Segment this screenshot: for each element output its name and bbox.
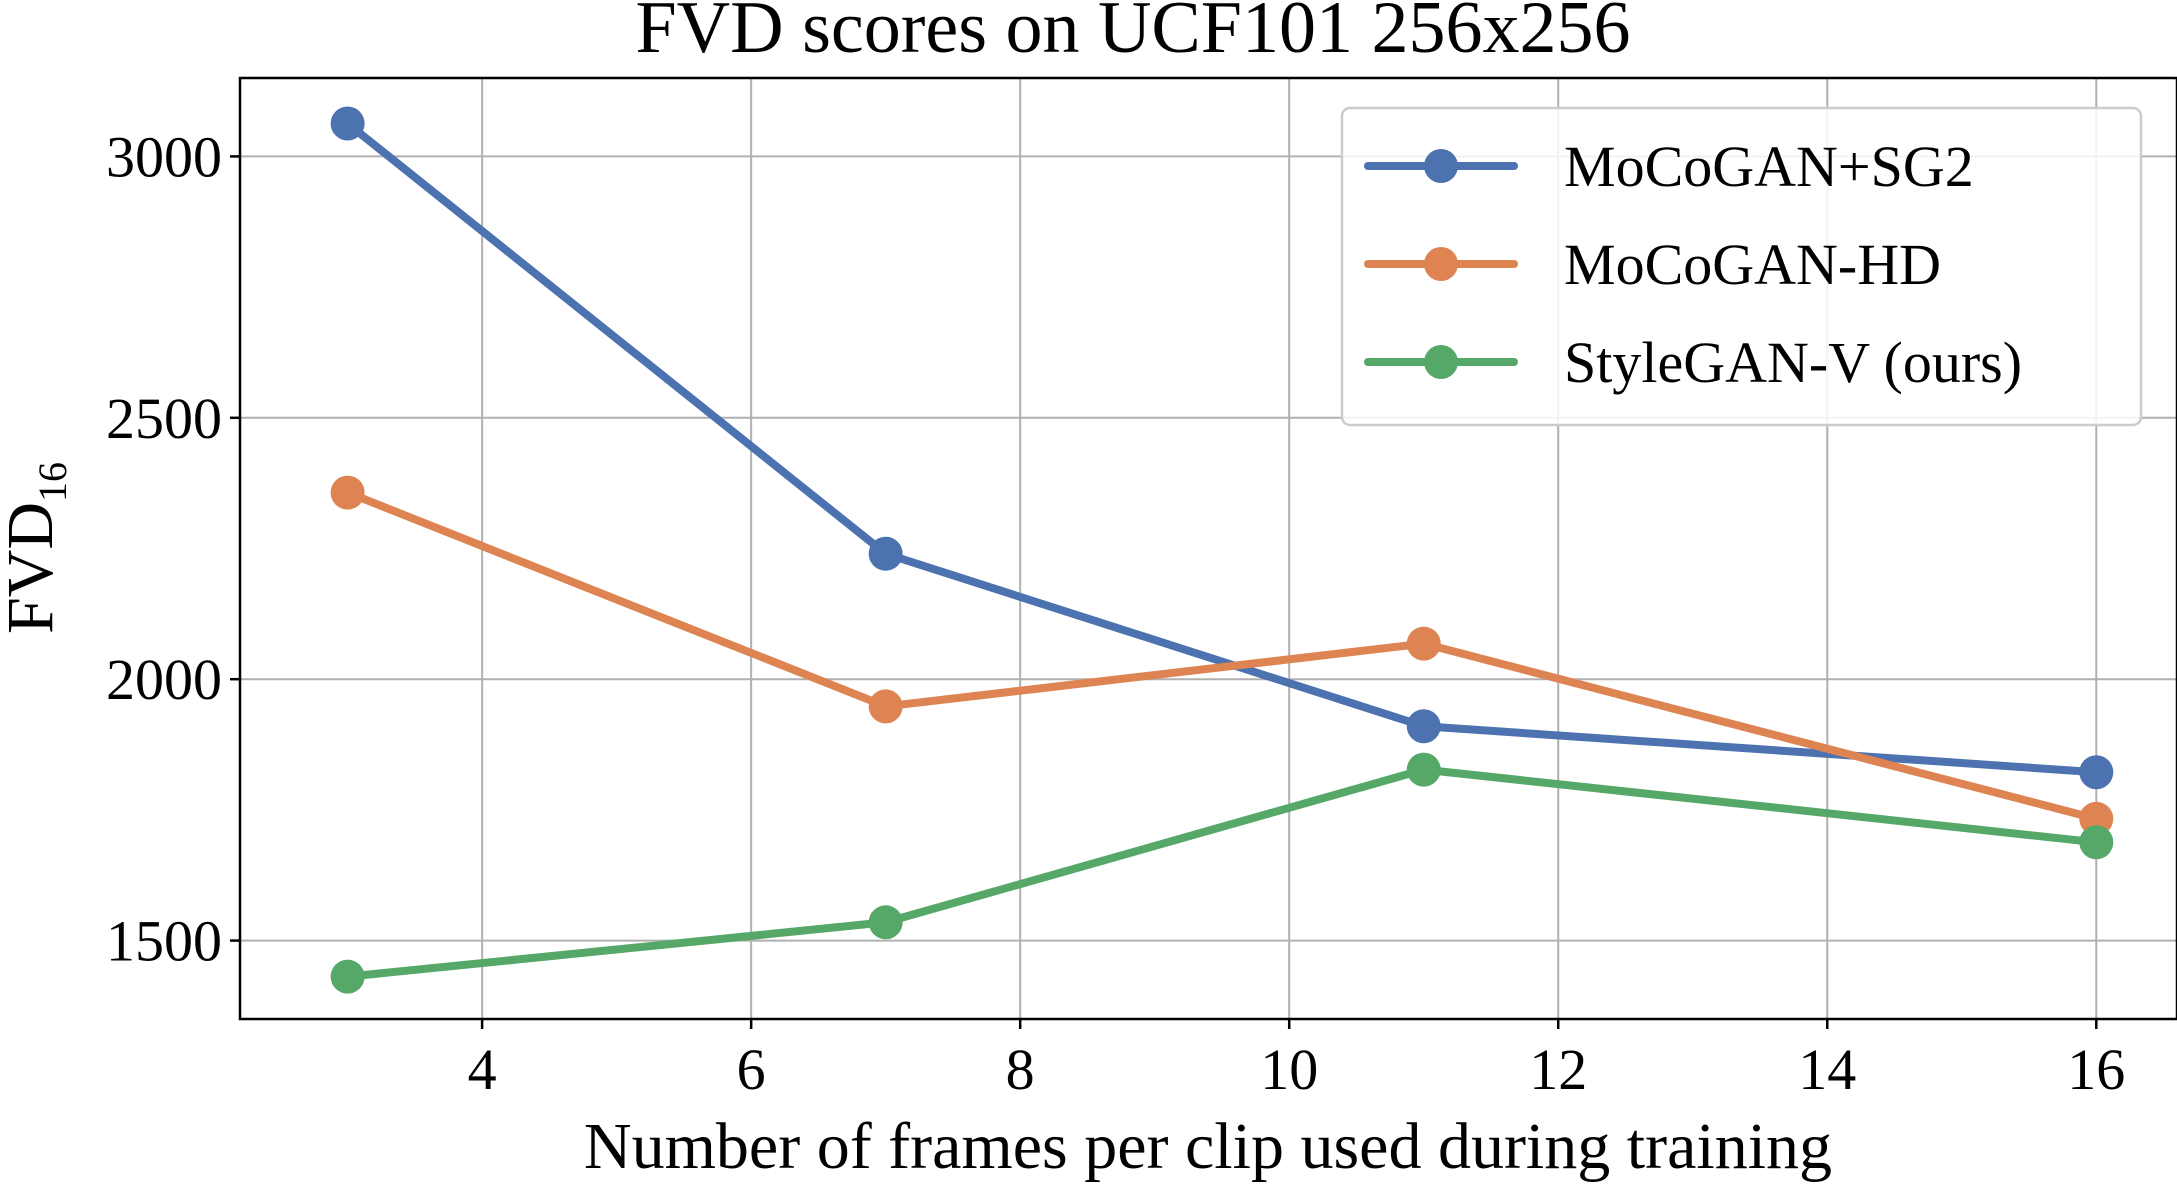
x-tick-label: 16 [2067,1037,2125,1102]
legend-label: StyleGAN-V (ours) [1564,330,2022,395]
x-tick-label: 4 [468,1037,497,1102]
legend-label: MoCoGAN-HD [1564,232,1941,297]
data-point [2079,801,2114,836]
data-point [2079,755,2114,790]
legend-box [1340,106,2143,427]
series-mocogan-sg2 [330,106,2114,790]
series-line [343,119,2101,777]
legend: MoCoGAN+SG2 MoCoGAN-HD StyleGAN-V (ours) [1340,106,2143,427]
legend-marker [1424,345,1458,379]
x-tick-label: 6 [737,1037,766,1102]
x-tick-label: 12 [1529,1037,1587,1102]
data-point [1406,752,1441,787]
series-layer [330,106,2114,994]
y-axis-label: FVD16 [0,462,75,634]
data-point [1406,626,1441,661]
y-tick-label: 3000 [106,124,222,189]
legend-marker [1424,149,1458,183]
legend-entry-mocogan-sg2: MoCoGAN+SG2 [1364,134,1974,199]
plot-frame [238,76,2177,1021]
x-axis-label: Number of frames per clip used during tr… [584,1110,1832,1183]
legend-marker [1424,247,1458,281]
series-stylegan-v-ours [330,752,2114,994]
data-point [1406,709,1441,744]
series-line [343,765,2101,981]
data-point [868,689,903,724]
data-point [330,106,365,141]
data-point [330,959,365,994]
chart-title: FVD scores on UCF101 256x256 [636,0,1631,69]
y-axis-label-main: FVD [0,502,67,634]
y-tick-label: 1500 [106,909,222,974]
y-axis-label-subscript: 16 [30,462,75,502]
legend-entry-mocogan-hd: MoCoGAN-HD [1364,232,1941,297]
data-point [2079,825,2114,860]
y-tick-label: 2500 [106,386,222,451]
x-tick-label: 14 [1798,1037,1856,1102]
x-tick-label: 8 [1006,1037,1035,1102]
series-mocogan-hd [330,475,2114,836]
tick-labels: 4 6 8 10 12 14 16 1500 2000 2500 3000 [106,124,2125,1102]
y-tick-label: 2000 [106,647,222,712]
series-line [343,488,2101,823]
legend-items: MoCoGAN+SG2 MoCoGAN-HD StyleGAN-V (ours) [1364,134,2022,395]
legend-label: MoCoGAN+SG2 [1564,134,1974,199]
x-tick-label: 10 [1260,1037,1318,1102]
data-point [868,905,903,940]
data-point [868,536,903,571]
data-point [330,475,365,510]
legend-entry-stylegan-v-ours: StyleGAN-V (ours) [1364,330,2022,395]
